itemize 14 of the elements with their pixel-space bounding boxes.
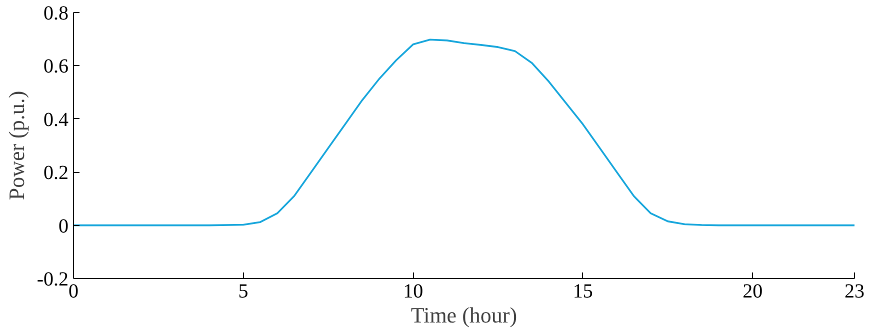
- y-tick-label: 0.2: [44, 162, 68, 184]
- x-tick-label: 20: [742, 280, 763, 302]
- x-tick-label: 5: [238, 280, 248, 302]
- x-tick-label: 15: [572, 280, 593, 302]
- y-tick-label: -0.2: [36, 268, 69, 290]
- line-series: [74, 38, 854, 226]
- y-tick-label: 0.4: [44, 108, 68, 131]
- y-tick-label: 0.6: [44, 56, 68, 78]
- y-axis-title: Power (p.u.): [4, 90, 29, 200]
- y-tick-label: 0.8: [44, 2, 68, 24]
- x-axis-title: Time (hour): [410, 302, 518, 328]
- x-tick-label: 23: [844, 280, 864, 302]
- x-tick-label: 10: [403, 280, 424, 302]
- y-tick-label: 0: [58, 215, 68, 238]
